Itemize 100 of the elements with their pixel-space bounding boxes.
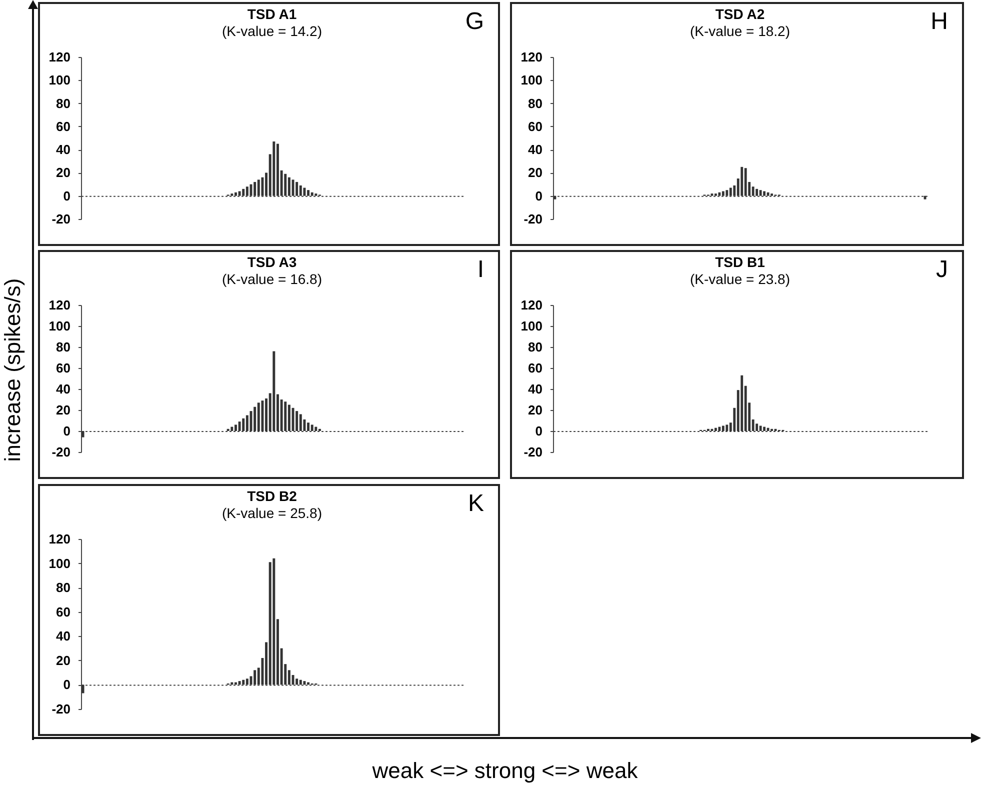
y-tick-label: 40 [56,628,70,644]
y-tick-label: 0 [63,677,70,692]
bar [310,192,314,196]
y-tick-label: 40 [528,382,542,396]
bar [726,190,728,196]
bar [242,188,245,196]
y-tick-label: 0 [535,424,542,438]
bar [284,174,287,196]
text: J [936,256,948,284]
y-tick-label: 80 [56,340,70,354]
bar [756,188,758,196]
bar [234,424,237,431]
chart-title: TSD B2 [247,488,298,504]
chart-title: TSD A3 [247,254,297,270]
bar [268,562,272,685]
bar [230,426,234,431]
bar [299,414,302,431]
y-tick-label: 80 [528,96,542,111]
y-tick-label: -20 [52,702,70,716]
bar [299,680,302,685]
bar [276,144,279,196]
y-tick-label: 120 [48,50,70,64]
y-tick-label: 100 [520,72,542,88]
chart-title: TSD A2 [715,6,765,22]
bar [238,422,241,431]
y-tick-label: 40 [56,142,70,158]
bar [744,168,747,196]
y-tick-label: 120 [48,532,70,546]
y-tick-label: 60 [528,118,542,134]
bar [722,426,724,431]
y-tick-label: 100 [520,318,542,334]
bar [272,141,276,196]
bar [718,426,721,431]
bar [718,192,721,196]
bar [307,190,310,196]
bar [303,681,306,685]
y-tick-label: 20 [56,402,70,418]
bar [254,406,256,431]
bar [257,402,260,431]
y-tick-label: 100 [48,318,70,334]
y-tick-label: 0 [63,188,70,204]
text: G [465,8,484,36]
chart-subtitle: (K-value = 18.2) [690,23,790,39]
bar [288,404,290,431]
bar [272,351,276,431]
bar [554,196,556,200]
y-tick-label: 120 [520,298,542,312]
bar [740,375,744,431]
y-tick-label: 20 [528,402,542,418]
bar [756,424,758,431]
y-tick-label: 60 [56,360,70,376]
text: H [930,8,948,36]
bar [296,182,298,196]
bar [238,681,241,685]
bar [766,428,770,431]
bar [299,185,302,196]
y-tick-label: 80 [56,580,70,596]
bar [714,428,717,431]
chart-subtitle: (K-value = 23.8) [690,271,790,287]
y-tick-label: 80 [528,340,542,354]
x-axis-title: weak <=> strong <=> weak [372,758,638,784]
y-tick-label: -20 [524,444,542,460]
bar [296,678,298,685]
text: I [477,256,484,284]
y-tick-label: 20 [528,165,542,180]
bar [307,422,310,431]
y-tick-label: 40 [56,382,70,396]
bar [310,424,314,431]
y-tick-label: 20 [56,165,70,180]
bar [242,418,245,431]
chart-subtitle: (K-value = 25.8) [222,505,322,521]
y-tick-label: 0 [535,188,542,204]
y-tick-label: 40 [528,142,542,158]
y-tick-label: -20 [52,444,70,460]
bar [246,186,248,196]
bar [766,192,770,196]
y-tick-label: 100 [48,556,70,571]
bar [303,188,306,196]
text: K [468,490,484,518]
bar [924,196,926,200]
bar [246,678,248,685]
y-tick-label: 120 [520,50,542,64]
y-tick-label: 20 [56,652,70,668]
y-tick-label: 80 [56,96,70,111]
bar [740,166,744,196]
bar [763,426,766,431]
bar [296,411,298,431]
bar [242,680,245,685]
chart-title: TSD A1 [247,6,297,22]
bar [272,558,276,685]
bar [261,400,264,431]
y-tick-label: 60 [528,360,542,376]
chart-subtitle: (K-value = 14.2) [222,23,322,39]
bar [257,180,260,196]
y-tick-label: 120 [48,298,70,312]
bar [234,192,237,196]
bar [759,190,762,196]
bar [726,424,728,431]
chart-title: TSD B1 [715,254,766,270]
y-tick-label: -20 [52,212,70,226]
